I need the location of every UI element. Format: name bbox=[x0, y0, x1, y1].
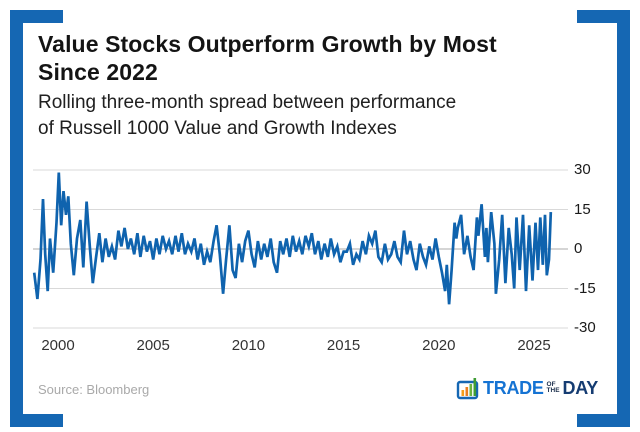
y-tick-label: -30 bbox=[574, 319, 596, 336]
y-tick-label: -15 bbox=[574, 279, 596, 297]
x-tick-label: 2005 bbox=[136, 337, 170, 354]
y-tick-label: 30 bbox=[574, 161, 591, 178]
chart-title-line-2: Since 2022 bbox=[38, 59, 158, 86]
logo-bar-chart-icon bbox=[456, 378, 479, 400]
chart-title-line-1: Value Stocks Outperform Growth by Most bbox=[38, 31, 497, 57]
frame-bottom-right-corner bbox=[577, 414, 630, 427]
chart-subtitle: Rolling three-month spread between perfo… bbox=[38, 90, 583, 142]
chart-subtitle-line-1: Rolling three-month spread between perfo… bbox=[38, 92, 457, 113]
chart-subtitle-line-2: of Russell 1000 Value and Growth Indexes bbox=[38, 118, 397, 140]
frame-bottom-left-corner bbox=[10, 414, 63, 427]
value-growth-spread-line bbox=[32, 172, 553, 305]
logo-word-the: THE bbox=[546, 387, 560, 394]
logo-of-the-stack: OF THE bbox=[546, 380, 560, 395]
frame-left-bar bbox=[10, 10, 23, 427]
y-tick-label: 15 bbox=[574, 200, 591, 218]
x-tick-label: 2010 bbox=[231, 337, 266, 354]
x-tick-label: 2020 bbox=[422, 337, 456, 354]
x-tick-label: 2015 bbox=[326, 337, 361, 354]
spread-line-chart bbox=[32, 169, 568, 329]
frame-right-bar bbox=[617, 10, 630, 427]
logo-word-day: DAY bbox=[562, 377, 599, 398]
source-credit: Source: Bloomberg bbox=[38, 382, 150, 397]
x-tick-label: 2025 bbox=[517, 337, 551, 354]
logo-word-trade: TRADE bbox=[483, 377, 544, 398]
frame-top-left-corner bbox=[10, 10, 63, 23]
y-tick-label: 0 bbox=[574, 240, 583, 257]
logo-word-of: OF bbox=[546, 380, 556, 388]
trade-of-the-day-logo: TRADE OF THE DAY bbox=[455, 375, 598, 401]
frame-top-right-corner bbox=[577, 10, 630, 23]
chart-title: Value Stocks Outperform Growth by Most S… bbox=[38, 30, 583, 86]
x-tick-label: 2000 bbox=[41, 337, 75, 354]
